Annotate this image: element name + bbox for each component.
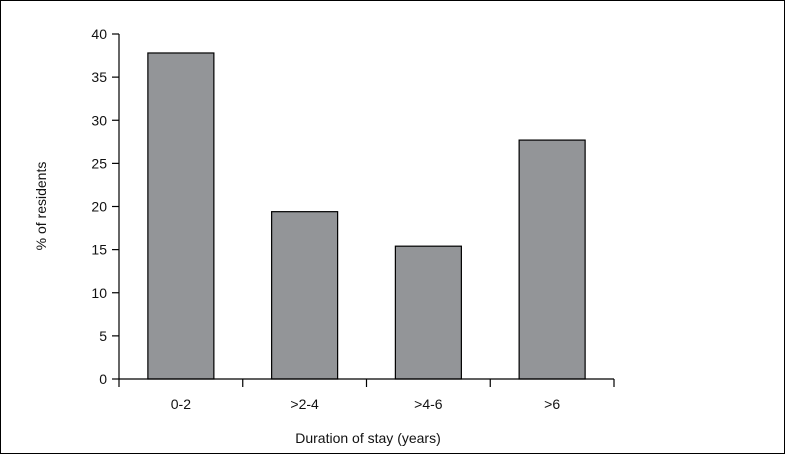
x-tick-label: >4-6 [414,396,443,412]
bars [147,52,586,380]
x-axis-label: Duration of stay (years) [295,430,441,446]
y-tick-label: 40 [91,26,107,42]
y-tick-label: 15 [91,242,107,258]
y-axis-label: % of residents [33,162,49,251]
y-tick-label: 35 [91,69,107,85]
y-tick-label: 30 [91,112,107,128]
y-tick-label: 10 [91,285,107,301]
bar-1 [147,52,215,380]
x-tick-label: >2-4 [290,396,319,412]
y-tick-label: 25 [91,155,107,171]
y-tick-label: 20 [91,199,107,215]
bar-4 [518,139,586,380]
bar-3 [394,245,462,380]
x-tick-label: >6 [544,396,560,412]
bar-2 [271,211,339,380]
x-axis-ticks: 0-2 >2-4 >4-6 >6 [118,379,615,412]
x-tick-label: 0-2 [171,396,191,412]
y-axis-ticks: 0 5 10 15 20 25 30 35 40 [91,26,119,387]
y-tick-label: 5 [99,328,107,344]
y-tick-label: 0 [99,371,107,387]
